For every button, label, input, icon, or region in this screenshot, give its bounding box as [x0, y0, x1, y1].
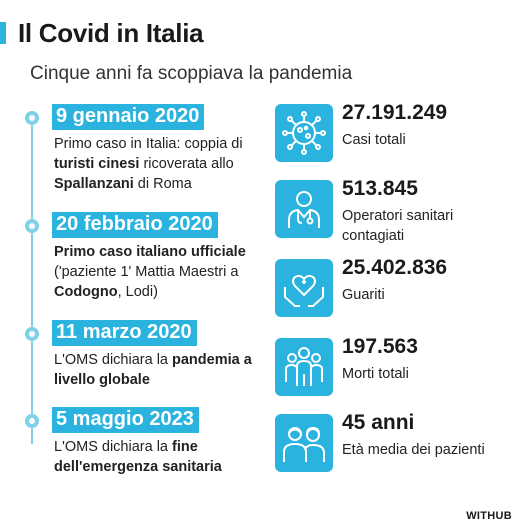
event-text-bold: fine dell'emergenza sanitaria	[54, 439, 222, 475]
event-text-bold: pandemia a livello globale	[54, 352, 252, 388]
stat-average-age: 45 anni Età media dei pazienti	[275, 411, 515, 476]
timeline-event: 11 marzo 2020 L'OMS dichiara la pandemia…	[52, 320, 267, 390]
stat-value: 25.402.836	[342, 256, 448, 279]
stat-total-cases: 27.191.249 Casi totali	[275, 101, 515, 166]
stat-health-workers: 513.845 Operatori sanitari contagiati	[275, 177, 515, 244]
event-text-bold: Primo caso italiano ufficiale	[54, 244, 246, 260]
stat-label: Morti totali	[342, 366, 409, 382]
stat-label: Casi totali	[342, 132, 406, 148]
event-description: Primo caso italiano ufficiale ('paziente…	[52, 242, 267, 302]
stat-deaths: 197.563 Morti totali	[275, 335, 515, 400]
timeline-dot	[25, 414, 39, 428]
event-text-part: di Roma	[133, 176, 192, 192]
stat-value: 197.563	[342, 335, 418, 358]
title-accent-bar	[0, 22, 6, 44]
timeline-line	[31, 114, 33, 444]
couple-icon	[275, 414, 333, 472]
event-description: L'OMS dichiara la pandemia a livello glo…	[52, 350, 267, 390]
timeline-event: 20 febbraio 2020 Primo caso italiano uff…	[52, 212, 267, 302]
event-description: L'OMS dichiara la fine dell'emergenza sa…	[52, 437, 267, 477]
timeline-dot	[25, 111, 39, 125]
event-text-bold: Spallanzani	[54, 176, 134, 192]
stat-label: Guariti	[342, 287, 385, 303]
stat-recovered: 25.402.836 Guariti	[275, 256, 515, 321]
page-title: Il Covid in Italia	[18, 18, 204, 48]
event-text-part: L'OMS dichiara la	[54, 352, 173, 368]
event-description: Primo caso in Italia: coppia di turisti …	[52, 134, 267, 194]
brand-logo: WITHUB	[466, 510, 512, 522]
event-text-part: Primo caso in Italia: coppia di	[54, 136, 243, 152]
stat-value: 27.191.249	[342, 101, 448, 124]
event-text-bold: turisti cinesi	[54, 156, 140, 172]
event-text-part: , Lodi)	[117, 284, 158, 300]
doctor-icon	[275, 180, 333, 238]
event-text-part: ricoverata allo	[139, 156, 234, 172]
event-date: 5 maggio 2023	[52, 407, 199, 433]
timeline-event: 9 gennaio 2020 Primo caso in Italia: cop…	[52, 104, 267, 194]
timeline-dot	[25, 219, 39, 233]
event-text-bold: Codogno	[54, 284, 118, 300]
event-text-part: L'OMS dichiara la	[54, 439, 173, 455]
stat-value: 513.845	[342, 177, 418, 200]
page-subtitle: Cinque anni fa scoppiava la pandemia	[30, 63, 353, 84]
virus-icon	[275, 104, 333, 162]
timeline-event: 5 maggio 2023 L'OMS dichiara la fine del…	[52, 407, 267, 477]
stat-label: Età media dei pazienti	[342, 442, 485, 458]
event-date: 20 febbraio 2020	[52, 212, 218, 238]
event-date: 9 gennaio 2020	[52, 104, 205, 130]
timeline-dot	[25, 327, 39, 341]
stat-label: Operatori sanitari contagiati	[342, 208, 454, 244]
event-date: 11 marzo 2020	[52, 320, 197, 346]
stat-value: 45 anni	[342, 411, 415, 434]
people-icon	[275, 338, 333, 396]
event-text-part: ('paziente 1' Mattia Maestri a	[54, 264, 239, 280]
heart-hands-icon	[275, 259, 333, 317]
